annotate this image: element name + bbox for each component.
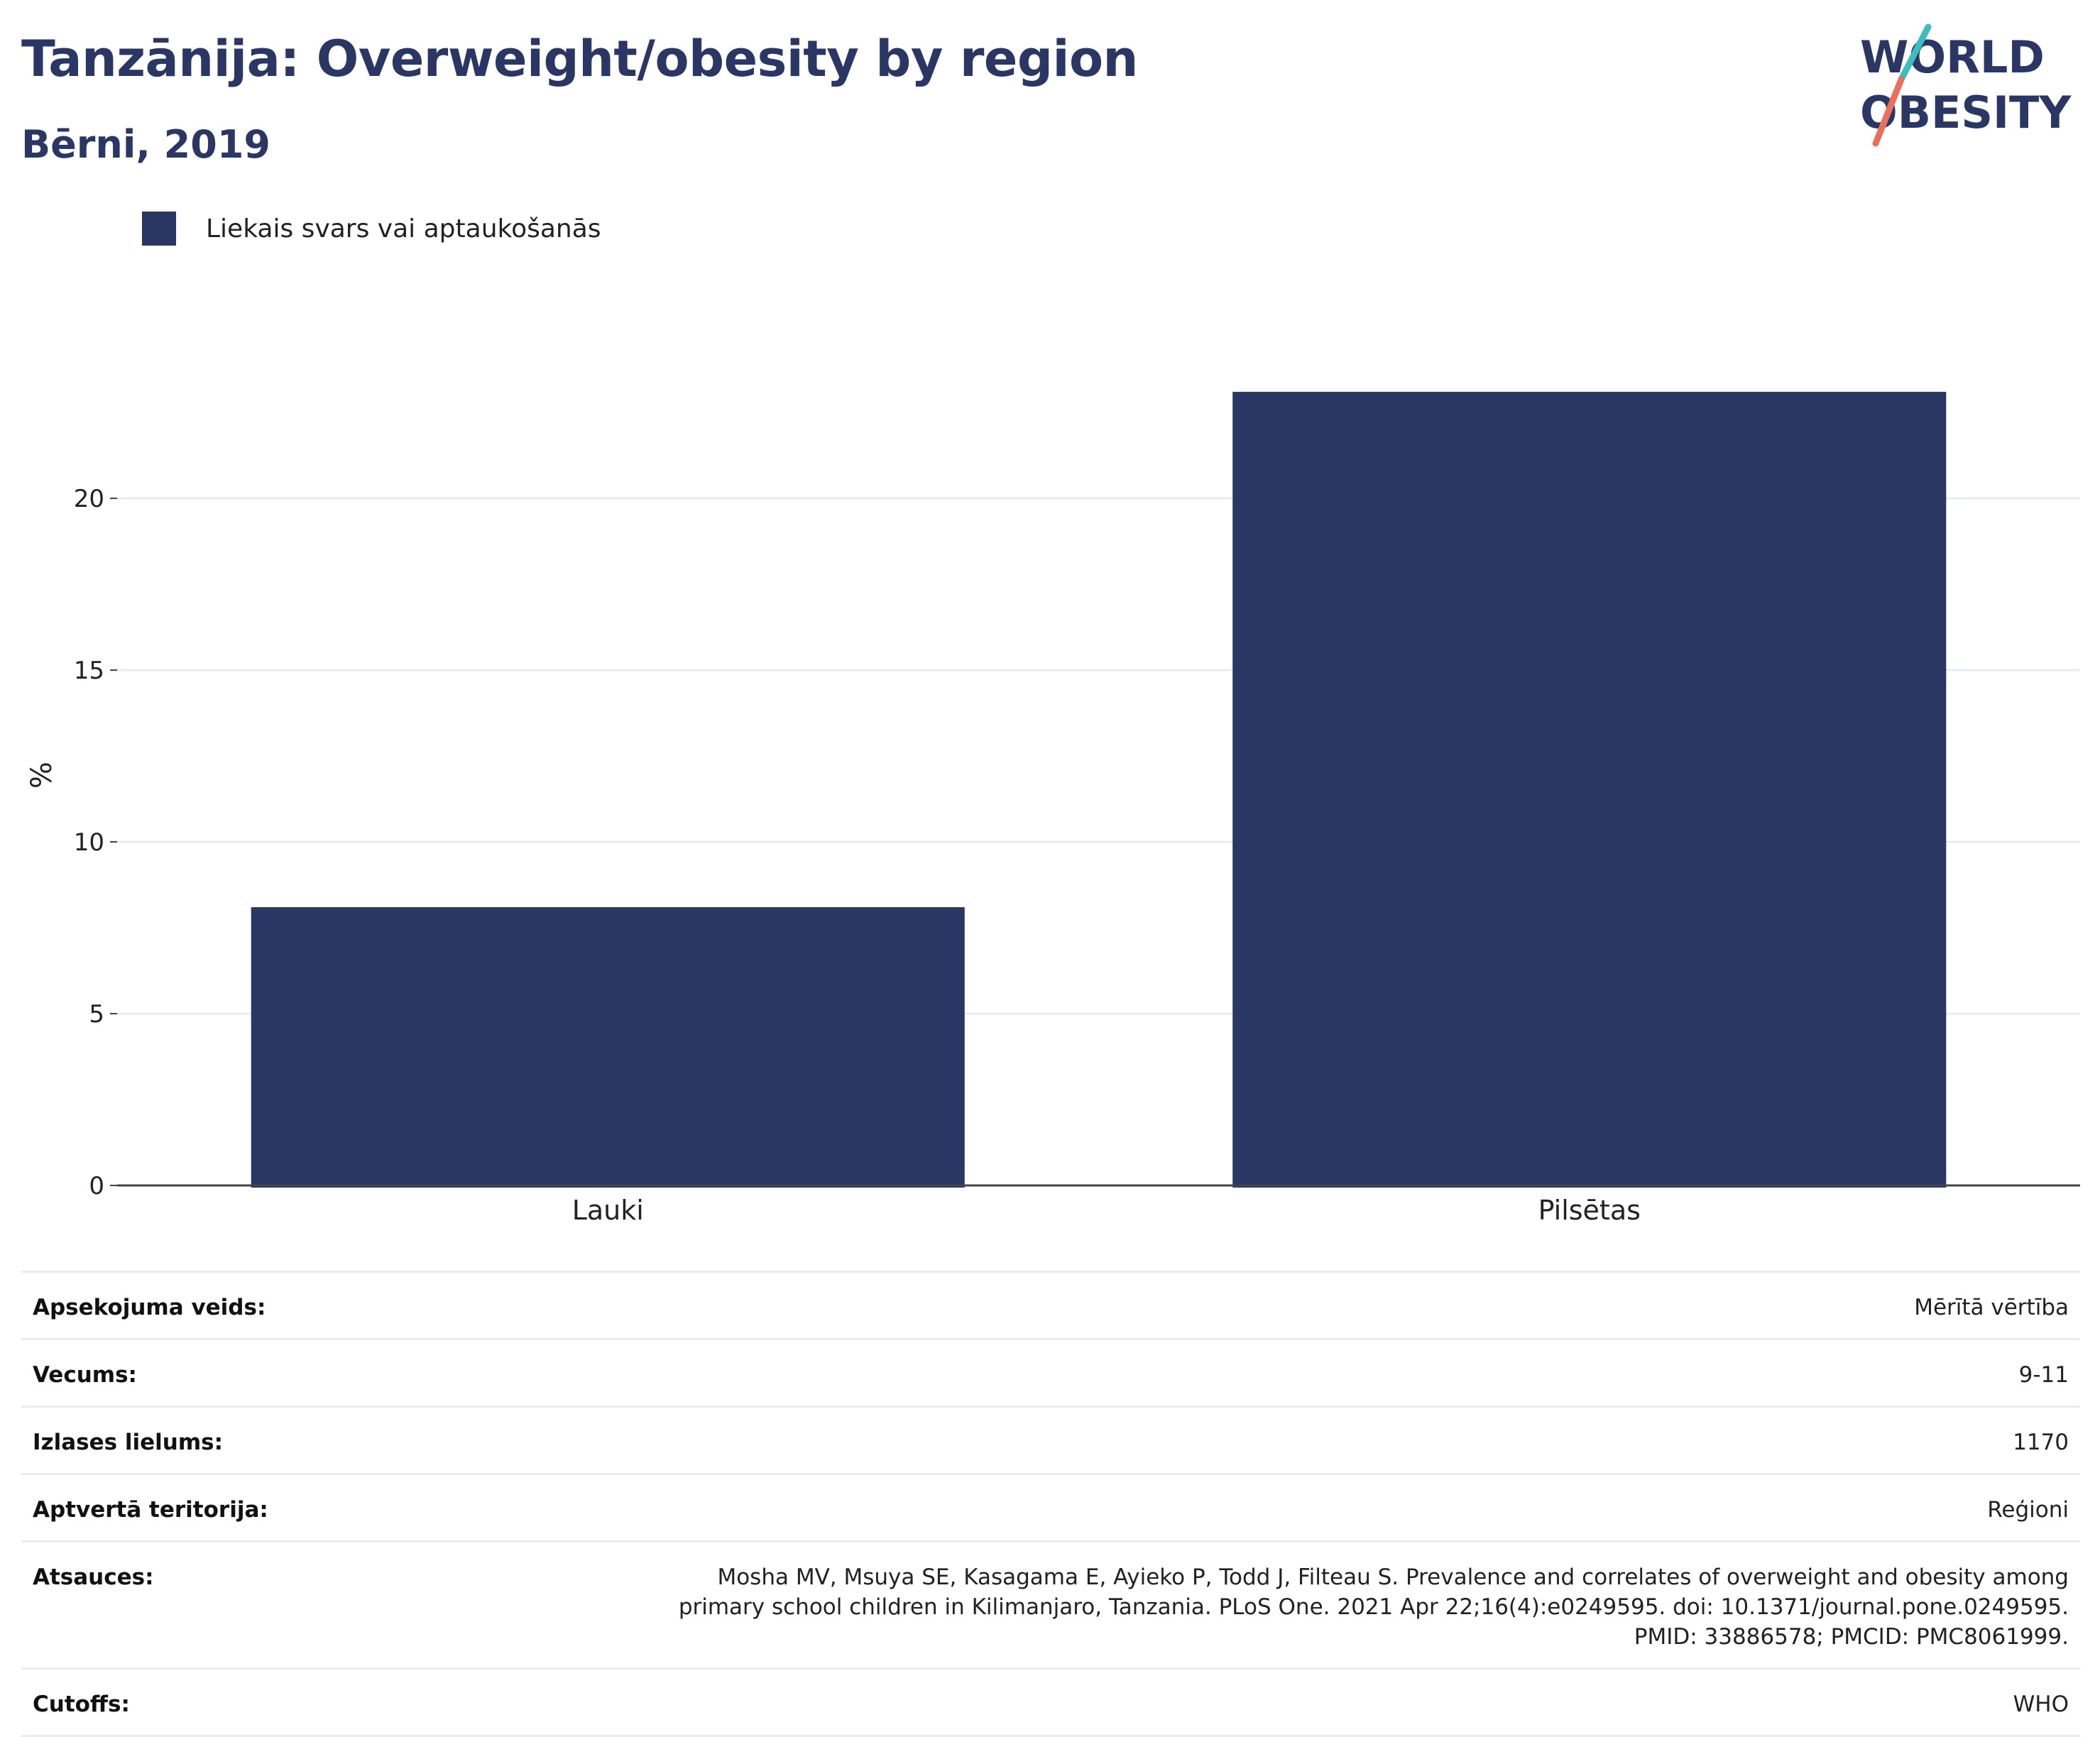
y-tick-label: 15	[74, 657, 104, 685]
logo-slash-teal	[1898, 23, 1932, 83]
bar-layer	[251, 391, 1947, 1188]
y-tick-label: 20	[74, 485, 104, 513]
bar-pilsētas[interactable]	[1232, 391, 1947, 1188]
y-axis-title: %	[26, 762, 58, 789]
world-obesity-logo: WORLD OBESITY	[1860, 23, 2072, 147]
metadata-key: Vecums:	[33, 1362, 137, 1388]
metadata-row: Izlases lielums: 1170	[21, 1408, 2080, 1475]
y-tick-label: 0	[89, 1172, 104, 1200]
axis-layer: 0 5 10 15 20 Lauki Pilsētas	[74, 485, 2080, 1226]
metadata-value: WHO	[2013, 1692, 2069, 1717]
metadata-key: Apsekojuma veids:	[33, 1295, 266, 1320]
bar-lauki[interactable]	[251, 906, 965, 1188]
metadata-key: Izlases lielums:	[33, 1430, 223, 1455]
legend-label: Liekais svars vai aptaukošanās	[206, 214, 601, 243]
metadata-row: Vecums: 9-11	[21, 1340, 2080, 1408]
metadata-value: Reģioni	[1987, 1497, 2069, 1523]
logo-slash-coral	[1872, 76, 1905, 147]
metadata-value: 1170	[2013, 1430, 2069, 1455]
chart-legend[interactable]: Liekais svars vai aptaukošanās	[142, 212, 601, 246]
metadata-value: Mērītā vērtība	[1914, 1295, 2069, 1320]
legend-swatch	[142, 212, 176, 246]
chart-subtitle: Bērni, 2019	[21, 122, 270, 167]
logo-line2: OBESITY	[1860, 87, 2072, 138]
y-tick-label: 10	[74, 828, 104, 857]
metadata-row: Atsauces: Mosha MV, Msuya SE, Kasagama E,…	[21, 1543, 2080, 1670]
metadata-table: Apsekojuma veids: Mērītā vērtība Vecums: 9-…	[21, 1271, 2080, 1737]
metadata-row: Cutoffs: WHO	[21, 1670, 2080, 1737]
x-category-label: Lauki	[572, 1195, 644, 1226]
bar-chart: 0 5 10 15 20 Lauki Pilsētas %	[26, 391, 2080, 1226]
metadata-value: 9-11	[2018, 1362, 2069, 1388]
logo-line1: WORLD	[1860, 31, 2045, 83]
metadata-row: Apsekojuma veids: Mērītā vērtība	[21, 1273, 2080, 1340]
y-tick-label: 5	[89, 1000, 104, 1029]
metadata-row: Aptvertā teritorija: Reģioni	[21, 1475, 2080, 1543]
metadata-key: Atsauces:	[33, 1565, 154, 1590]
x-category-label: Pilsētas	[1538, 1195, 1641, 1226]
metadata-value: Mosha MV, Msuya SE, Kasagama E, Ayieko P…	[678, 1565, 2069, 1650]
metadata-key: Cutoffs:	[33, 1692, 130, 1717]
metadata-key: Aptvertā teritorija:	[33, 1497, 268, 1523]
chart-title: Tanzānija: Overweight/obesity by region	[21, 30, 1138, 88]
